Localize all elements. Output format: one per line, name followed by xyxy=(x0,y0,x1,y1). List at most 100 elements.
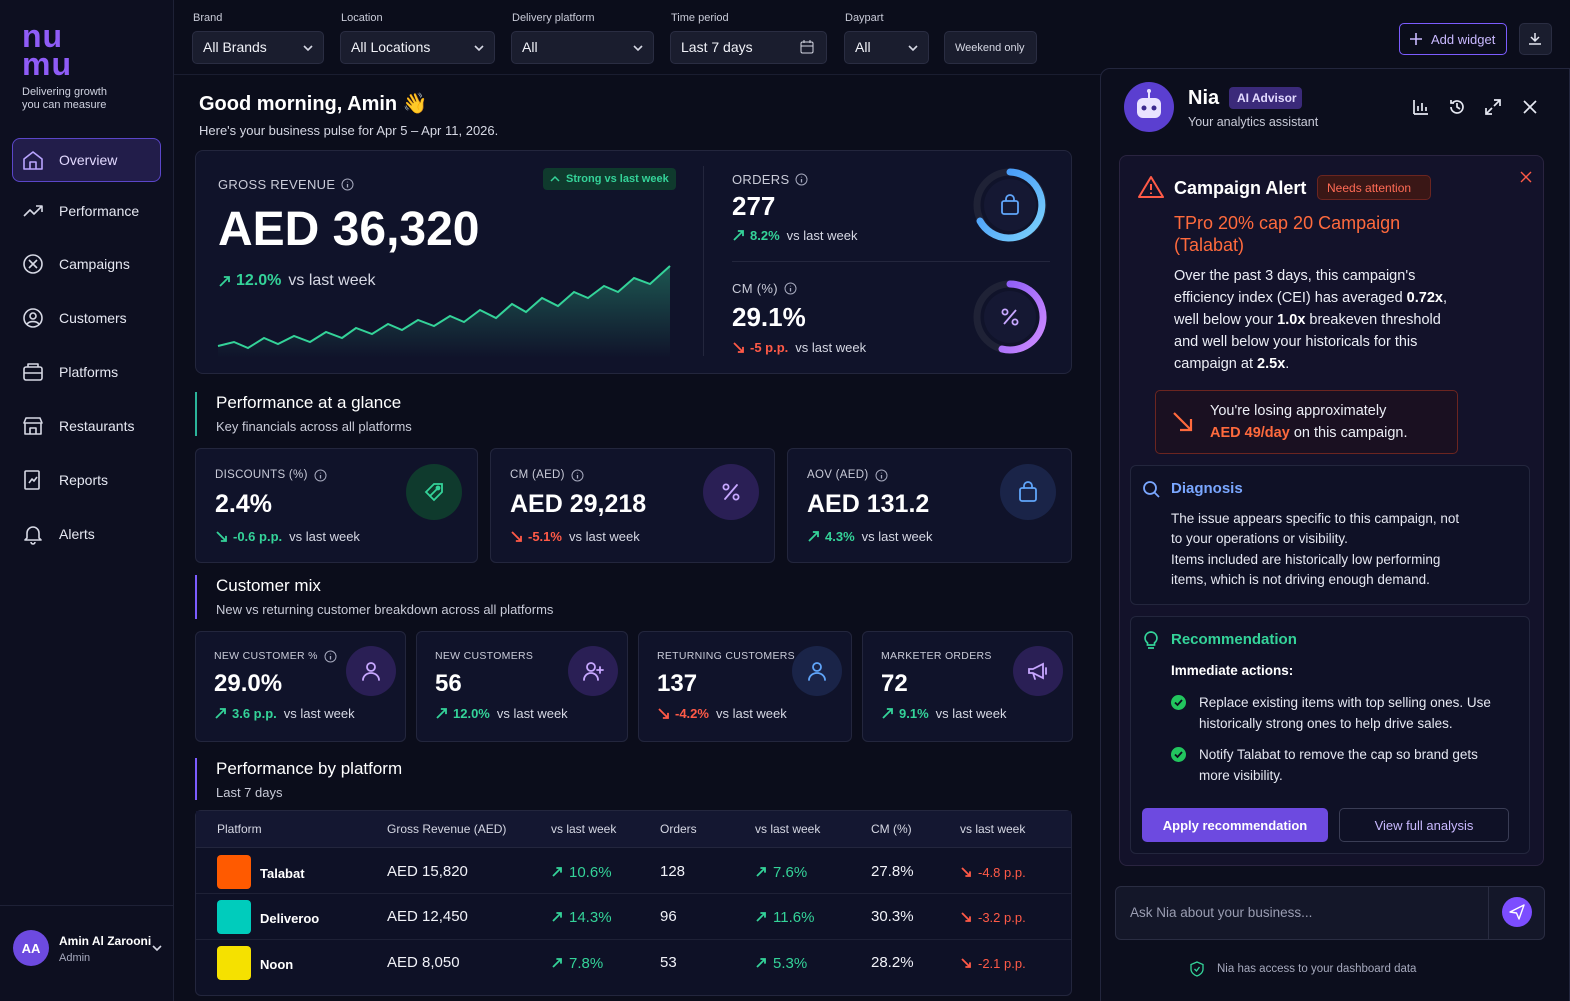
info-icon xyxy=(324,650,337,662)
nav-icon[interactable] xyxy=(21,148,45,172)
metric-label-text: CM (AED) xyxy=(510,469,565,481)
filter-dropdown[interactable] xyxy=(192,31,324,64)
nav-item[interactable]: Campaigns xyxy=(59,256,130,272)
filter-label: Daypart xyxy=(845,12,884,24)
user-menu-chevron[interactable] xyxy=(151,942,163,954)
kpi-value: AED 29,218 xyxy=(510,489,647,518)
sidebar-divider xyxy=(0,905,173,906)
alert-close[interactable] xyxy=(1520,171,1532,183)
action-text: Replace existing items with top selling … xyxy=(1199,695,1491,731)
metric-label-text: RETURNING CUSTOMERS xyxy=(657,650,795,662)
apply-button[interactable] xyxy=(1142,808,1328,842)
column-header: vs last week xyxy=(551,822,617,836)
strong-badge-label: Strong vs last week xyxy=(566,173,669,185)
change-compare: vs last week xyxy=(795,339,867,355)
panel-action-icon[interactable] xyxy=(1520,97,1540,117)
change-row: 12.0% vs last week xyxy=(218,271,376,291)
metric-label: AOV (AED) xyxy=(807,466,888,484)
change-compare: vs last week xyxy=(935,705,1007,721)
assistant-badge xyxy=(1229,87,1302,109)
nav-icon[interactable] xyxy=(21,468,45,492)
info-icon xyxy=(875,469,887,481)
logo: nu xyxy=(22,18,64,54)
nav-item[interactable]: Performance xyxy=(59,203,140,219)
table-change-value: -4.8 p.p. xyxy=(978,864,1026,880)
trend-down-icon xyxy=(511,530,522,542)
trend-down-icon xyxy=(961,958,971,968)
panel-footer: Nia has access to your dashboard data xyxy=(1217,962,1417,975)
trend-up-icon xyxy=(552,912,562,922)
kpi-value: 56 xyxy=(435,669,462,697)
nav-icon[interactable] xyxy=(21,199,45,223)
panel-action-icon[interactable] xyxy=(1411,97,1431,117)
change-value: 8.2% xyxy=(750,227,780,243)
change-row: 9.1% vs last week xyxy=(881,703,1006,723)
change-row: -5.1% vs last week xyxy=(510,526,640,546)
filter-label: Delivery platform xyxy=(512,12,595,24)
info-icon xyxy=(784,282,797,294)
assistant-badge-label: AI Advisor xyxy=(1237,91,1297,105)
nav-item[interactable]: Platforms xyxy=(59,364,119,380)
section-title: Performance by platform xyxy=(216,759,403,778)
nav-icon[interactable] xyxy=(21,414,45,438)
metric-icon xyxy=(406,464,462,520)
chat-input[interactable] xyxy=(1115,886,1545,940)
greeting-title: Good morning, Amin 👋 xyxy=(199,93,428,115)
info-icon xyxy=(571,469,584,481)
change-row: 3.6 p.p. vs last week xyxy=(214,703,355,723)
user-role: Admin xyxy=(59,952,91,964)
change-row: -4.2% vs last week xyxy=(657,703,787,723)
weekend-toggle[interactable] xyxy=(944,31,1037,64)
nav-icon[interactable] xyxy=(21,360,45,384)
orders-value: 277 xyxy=(732,191,776,221)
table-change-value: 10.6% xyxy=(569,863,612,881)
avatar xyxy=(13,930,49,966)
table-change: 5.3% xyxy=(755,953,807,973)
action-text: Notify Talabat to remove the cap so bran… xyxy=(1199,747,1478,783)
trend-up-icon xyxy=(436,707,447,719)
metric-label: GROSS REVENUE xyxy=(218,175,354,193)
loss-text: You're losing approximately xyxy=(1210,402,1387,419)
filter-value: All Brands xyxy=(203,39,267,55)
avatar-initials: AA xyxy=(21,940,41,956)
recommendation-heading: Immediate actions: xyxy=(1171,663,1294,678)
panel-action-icon[interactable] xyxy=(1447,97,1467,117)
metric-icon xyxy=(568,646,618,696)
check-icon xyxy=(1171,695,1186,710)
change-row: 12.0% vs last week xyxy=(435,703,568,723)
nav-icon[interactable] xyxy=(21,522,45,546)
metric-icon xyxy=(1013,646,1063,696)
table-cell: 27.8% xyxy=(871,863,914,880)
nav-icon[interactable] xyxy=(21,306,45,330)
filter-dropdown[interactable] xyxy=(511,31,654,64)
loss-amount: AED 49/day xyxy=(1210,425,1290,441)
panel-action-icon[interactable] xyxy=(1483,97,1503,117)
assistant-name: Nia xyxy=(1188,87,1220,109)
table-change: 14.3% xyxy=(551,907,612,927)
alert-title: Campaign Alert xyxy=(1174,177,1307,198)
trend-up-icon xyxy=(882,707,893,719)
needs-attention-badge xyxy=(1317,175,1431,200)
metric-label-text: AOV (AED) xyxy=(807,469,869,481)
nav-item[interactable]: Reports xyxy=(59,472,109,488)
add-widget-button[interactable] xyxy=(1399,23,1507,55)
campaign-name: TPro 20% cap 20 Campaign (Talabat) xyxy=(1174,213,1401,255)
nav-item[interactable]: Restaurants xyxy=(59,418,135,434)
column-header: Orders xyxy=(660,822,697,836)
section-title: Customer mix xyxy=(216,576,321,595)
nav-item[interactable]: Alerts xyxy=(59,526,95,542)
info-icon xyxy=(314,469,327,481)
strong-badge xyxy=(543,168,676,190)
send-button[interactable] xyxy=(1502,897,1532,927)
section-accent xyxy=(195,758,197,800)
platform-logo xyxy=(217,900,251,934)
platform-logo xyxy=(217,855,251,889)
nav-item[interactable]: Overview xyxy=(59,152,118,168)
change-compare: vs last week xyxy=(715,705,787,721)
filter-dropdown[interactable] xyxy=(340,31,495,64)
table-change: -3.2 p.p. xyxy=(960,907,1026,927)
change-value: 4.3% xyxy=(825,528,855,544)
view-analysis-button[interactable] xyxy=(1339,808,1509,842)
nav-item[interactable]: Customers xyxy=(59,310,127,326)
nav-icon[interactable] xyxy=(21,252,45,276)
